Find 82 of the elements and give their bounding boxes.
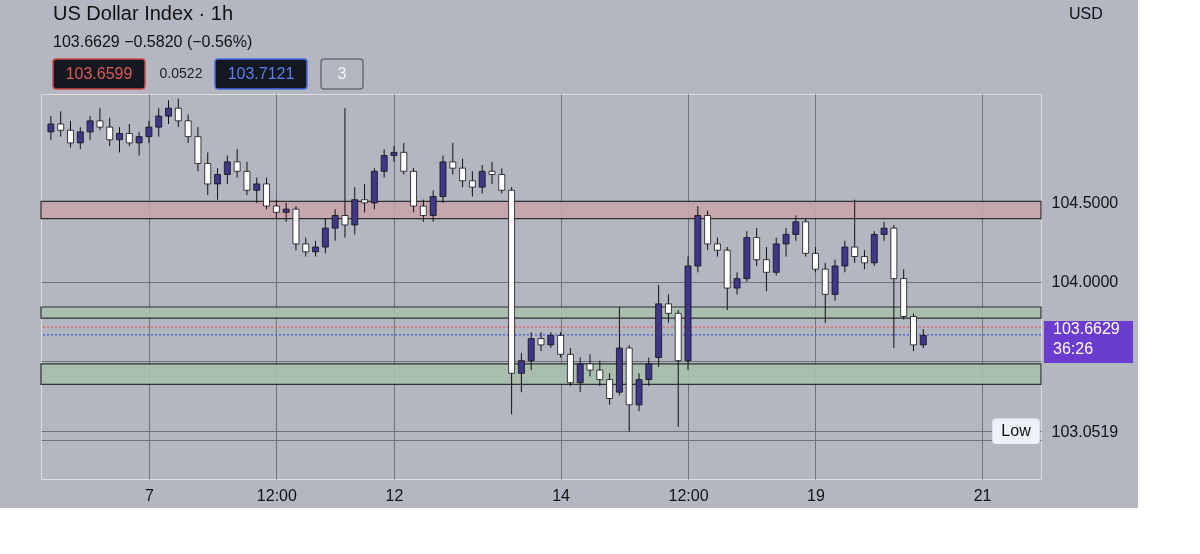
text: 103.6599 bbox=[65, 65, 133, 82]
candlestick bbox=[714, 237, 721, 258]
y-tick-label: 104.0000 bbox=[1051, 273, 1119, 291]
candlestick bbox=[792, 215, 800, 242]
annotation: Low bbox=[1001, 422, 1032, 440]
candlestick bbox=[145, 120, 153, 144]
candlestick bbox=[86, 115, 94, 141]
candlestick bbox=[155, 107, 163, 138]
candlestick bbox=[272, 199, 280, 220]
candlestick bbox=[174, 98, 182, 128]
candlestick bbox=[576, 357, 584, 393]
candlestick bbox=[184, 114, 192, 144]
candlestick bbox=[488, 161, 496, 185]
candlestick bbox=[380, 148, 388, 179]
candlestick bbox=[880, 221, 888, 242]
candlestick bbox=[223, 155, 231, 185]
candlestick bbox=[459, 158, 466, 188]
candlestick bbox=[331, 208, 339, 242]
candlestick bbox=[665, 293, 672, 324]
candlestick bbox=[204, 151, 212, 196]
x-tick-label: 12:00 bbox=[668, 486, 709, 504]
candlestick bbox=[478, 164, 486, 194]
candlestick bbox=[253, 177, 261, 204]
candlestick bbox=[165, 99, 172, 125]
candlestick bbox=[449, 142, 457, 175]
y-tick-label: 103.0519 bbox=[1051, 422, 1119, 440]
candlestick bbox=[361, 183, 368, 213]
candlestick bbox=[468, 170, 476, 198]
candlestick bbox=[76, 126, 84, 150]
x-tick-label: 14 bbox=[552, 486, 571, 504]
candlestick bbox=[243, 161, 251, 196]
candlestick bbox=[96, 107, 104, 131]
x-tick-label: 21 bbox=[973, 486, 992, 504]
candlestick bbox=[282, 202, 290, 223]
candlestick bbox=[753, 227, 761, 267]
ref-line-label: 103.6629 bbox=[1053, 319, 1120, 337]
text: 3 bbox=[337, 65, 347, 82]
candlestick bbox=[841, 240, 849, 273]
candlestick bbox=[135, 131, 143, 157]
candlestick bbox=[106, 117, 114, 147]
text: USD bbox=[1069, 5, 1103, 22]
candlestick bbox=[645, 357, 653, 387]
candlestick bbox=[586, 353, 594, 377]
text: 103.7121 bbox=[227, 65, 295, 82]
candlestick bbox=[341, 107, 349, 239]
candlestick bbox=[557, 331, 564, 358]
x-tick-label: 12 bbox=[385, 486, 404, 504]
candlestick bbox=[851, 199, 859, 264]
candlestick bbox=[419, 199, 427, 223]
text: 0.0522 bbox=[159, 65, 203, 81]
candlestick bbox=[233, 148, 241, 179]
candlestick bbox=[67, 120, 74, 149]
candlestick bbox=[919, 328, 927, 349]
candlestick bbox=[214, 167, 221, 201]
x-tick-label: 19 bbox=[807, 486, 825, 504]
candlestick bbox=[518, 352, 525, 393]
candlestick bbox=[596, 360, 604, 387]
chart-title: US Dollar Index · 1h bbox=[53, 2, 234, 24]
candlestick bbox=[390, 145, 398, 163]
candlestick bbox=[116, 126, 123, 153]
candlestick bbox=[527, 331, 535, 371]
candlestick bbox=[733, 271, 741, 295]
y-tick-label: 104.5000 bbox=[1051, 194, 1119, 212]
candlestick bbox=[302, 237, 310, 258]
candlestick bbox=[125, 123, 133, 147]
text: 36:26 bbox=[1053, 339, 1094, 357]
x-tick-label: 12:00 bbox=[256, 486, 297, 504]
candlestick bbox=[782, 227, 790, 258]
candlestick bbox=[812, 246, 819, 273]
candlestick bbox=[47, 115, 55, 141]
candlestick bbox=[606, 372, 614, 406]
text: 103.6629 −0.5820 (−0.56%) bbox=[53, 33, 253, 50]
candlestick bbox=[498, 167, 506, 194]
candlestick bbox=[429, 189, 437, 223]
x-tick-label: 7 bbox=[144, 486, 154, 504]
candlestick bbox=[861, 249, 868, 270]
candlestick bbox=[321, 218, 329, 254]
candlestick bbox=[57, 110, 65, 138]
candlestick bbox=[537, 331, 545, 352]
candlestick bbox=[263, 177, 270, 210]
candlestick bbox=[763, 246, 770, 292]
candlestick bbox=[400, 142, 408, 175]
